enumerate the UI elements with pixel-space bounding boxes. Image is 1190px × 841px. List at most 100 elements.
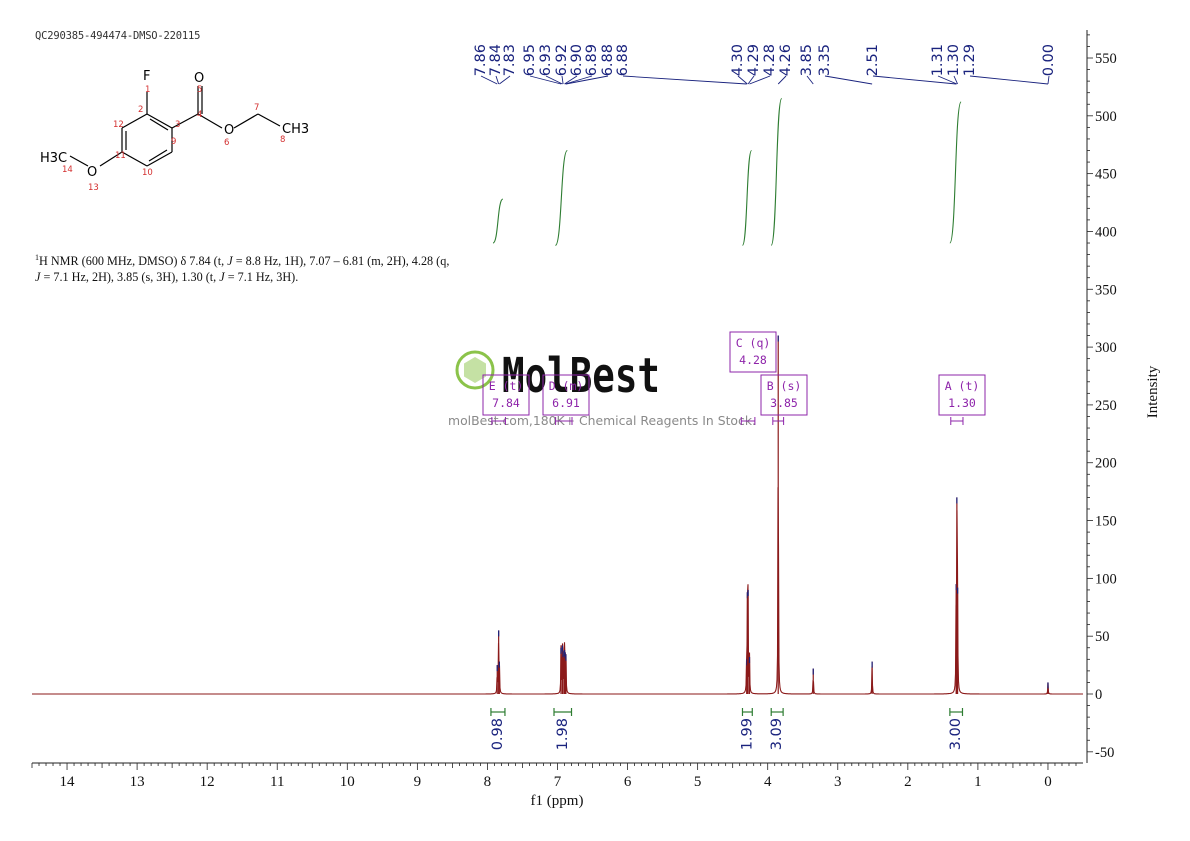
x-tick-label: 3 (834, 774, 842, 790)
peak-shift-label: 4.28 (762, 44, 778, 76)
atom-number: 14 (62, 165, 73, 175)
peak-shift-label: 3.35 (817, 44, 833, 76)
y-tick-label: 200 (1095, 456, 1117, 472)
y-tick-label: 250 (1095, 398, 1117, 414)
peak-shift-label: 6.90 (569, 44, 585, 76)
atom-number: 12 (113, 120, 124, 130)
peak-shift-label: 6.88 (600, 44, 616, 76)
peak-shift-label: 7.84 (488, 44, 504, 76)
atom-number: 2 (138, 105, 143, 115)
peak-shift-label: 4.26 (778, 44, 794, 76)
molbest-logo: MolBest (455, 348, 660, 404)
y-tick-label: 100 (1095, 571, 1117, 587)
nucleus-superscript: 1 (35, 253, 39, 262)
atom-number: 6 (224, 138, 229, 148)
peak-label-leader (495, 75, 500, 85)
description-fragment: H NMR (600 MHz, DMSO) δ 7.84 (t, (39, 254, 228, 269)
y-tick-label: 50 (1095, 629, 1110, 645)
multiplet-box (542, 374, 590, 416)
x-tick-label: 7 (554, 774, 562, 790)
atom-number: 1 (145, 85, 150, 95)
x-tick-label: 12 (200, 774, 215, 790)
peak-shift-label: 6.92 (554, 44, 570, 76)
coupling-constant-symbol: J (35, 270, 41, 285)
peak-shift-label: 0.00 (1041, 44, 1057, 76)
multiplet-label: D (m) (549, 379, 584, 393)
peak-shift-label: 6.95 (522, 44, 538, 76)
multiplet-shift: 7.84 (492, 396, 520, 410)
peak-label-leader (737, 75, 748, 85)
x-tick-label: 2 (904, 774, 912, 790)
y-tick-label: 300 (1095, 340, 1117, 356)
x-tick-label: 6 (624, 774, 632, 790)
multiplet-label: B (s) (767, 379, 802, 393)
peak-label-leader (565, 75, 609, 85)
atom-number: 8 (280, 135, 285, 145)
fluorine-atom: F (143, 69, 150, 84)
x-tick-label: 13 (130, 774, 145, 790)
peak-label-leader (529, 75, 562, 85)
peak-shift-label: 7.83 (502, 44, 518, 76)
peak-label-leader (747, 75, 755, 85)
y-tick-label: 400 (1095, 224, 1117, 240)
peak-label-leader (872, 75, 957, 85)
peak-shift-label: 1.31 (930, 44, 946, 76)
peak-label-leader (561, 75, 564, 85)
multiplet-shift: 3.85 (770, 396, 798, 410)
y-tick-label: 0 (1095, 687, 1102, 703)
integral-curve (949, 101, 962, 244)
watermark-brand: MolBest (502, 348, 660, 404)
y-tick-label: 150 (1095, 514, 1117, 530)
peak-label-leader (806, 75, 814, 85)
peak-label-leader (565, 75, 593, 85)
y-tick-label: -50 (1095, 745, 1114, 761)
y-axis-label: Intensity (1145, 365, 1161, 418)
atom-number: 10 (142, 168, 153, 178)
y-tick-label: 550 (1095, 51, 1117, 67)
integral-curve (554, 149, 568, 246)
atom-number: 9 (171, 137, 176, 147)
integral-value: 0.98 (490, 718, 506, 750)
peak-label-leader (564, 75, 578, 85)
carbonyl-oxygen-atom: O (194, 71, 204, 86)
integral-curve (492, 198, 504, 244)
x-tick-label: 5 (694, 774, 702, 790)
peak-shift-label: 4.29 (746, 44, 762, 76)
peak-shift-label: 6.88 (615, 44, 631, 76)
peak-shift-label: 7.86 (473, 44, 489, 76)
coupling-constant-symbol: J (219, 270, 225, 285)
atom-number: 13 (88, 183, 99, 193)
peak-label-leader (937, 75, 958, 85)
nmr-description-text: H NMR (600 MHz, DMSO) δ 7.84 (t, J = 8.8… (35, 254, 449, 284)
description-fragment: = 7.1 Hz, 2H), 3.85 (s, 3H), 1.30 (t, (40, 270, 220, 285)
peak-label-leader (969, 75, 1049, 85)
atom-number: 3 (175, 120, 180, 130)
integral-curve (741, 149, 753, 246)
x-tick-label: 0 (1044, 774, 1052, 790)
peak-label-leader (622, 75, 747, 85)
ethyl-methyl-group: CH3 (282, 122, 309, 137)
multiplet-box (482, 374, 530, 416)
description-fragment: = 7.1 Hz, 3H). (224, 270, 299, 285)
multiplet-label: E (t) (489, 379, 524, 393)
sample-id: QC290385-494474-DMSO-220115 (35, 30, 201, 42)
peak-shift-label: 1.29 (962, 44, 978, 76)
peak-shift-label: 2.51 (865, 44, 881, 76)
peak-shift-label: 1.30 (946, 44, 962, 76)
atom-number: 4 (197, 110, 202, 120)
watermark-tagline: molBest.com,180K+ Chemical Reagents In S… (448, 413, 756, 428)
peak-label-leader (749, 75, 771, 85)
x-tick-label: 9 (414, 774, 422, 790)
peak-shift-label: 4.30 (730, 44, 746, 76)
x-tick-label: 4 (764, 774, 772, 790)
nmr-description: 1H NMR (600 MHz, DMSO) δ 7.84 (t, J = 8.… (35, 250, 455, 285)
x-tick-label: 14 (60, 774, 76, 790)
peak-shift-label: 6.89 (584, 44, 600, 76)
x-tick-label: 8 (484, 774, 492, 790)
multiplet-shift: 4.28 (739, 353, 767, 367)
integral-value: 3.00 (948, 718, 964, 750)
integral-value: 1.99 (739, 718, 755, 750)
methoxy-methyl-group: H3C (40, 151, 67, 166)
methoxy-oxygen-atom: O (87, 165, 97, 180)
